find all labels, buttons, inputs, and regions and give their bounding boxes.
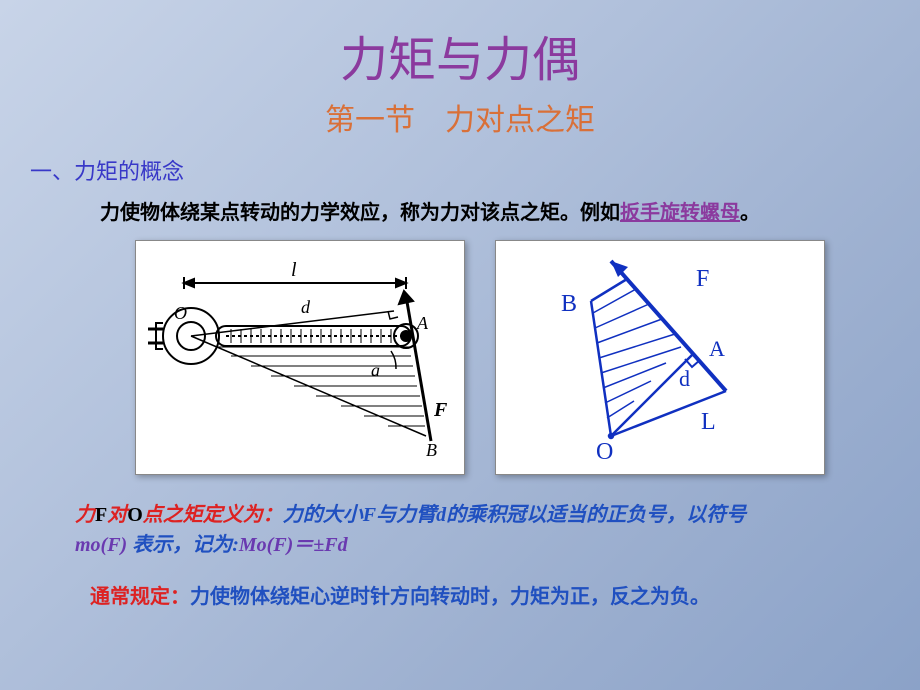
def-t2: 对 — [107, 504, 127, 526]
label-F-right: F — [696, 266, 709, 292]
def-formula: Mo(F)＝±Fd — [239, 534, 348, 556]
def-t6: 的乘积冠以适当的正负号，以符号 — [446, 504, 746, 526]
label-B: B — [426, 440, 437, 460]
label-A: A — [416, 313, 429, 333]
label-a: a — [371, 360, 380, 380]
def-colon: : — [232, 534, 239, 556]
intro-suffix: 。 — [740, 202, 760, 224]
wrench-diagram: l O d A a F B — [135, 240, 465, 475]
def-F1: F — [95, 504, 107, 526]
def-d: d — [436, 504, 446, 526]
example-link[interactable]: 扳手旋转螺母 — [620, 202, 740, 224]
label-O: O — [174, 303, 187, 323]
def-F2: F — [363, 504, 376, 526]
diagrams-container: l O d A a F B — [0, 225, 920, 475]
label-F: F — [433, 399, 448, 421]
def-t3: 点之矩定义为： — [143, 504, 283, 526]
label-O-right: O — [596, 439, 613, 465]
def-t7: 表示，记为 — [127, 534, 232, 556]
convention-label: 通常规定： — [90, 586, 190, 608]
label-d: d — [301, 297, 311, 317]
convention-paragraph: 通常规定：力使物体绕矩心逆时针方向转动时，力矩为正，反之为负。 — [0, 560, 920, 609]
section-heading: 一、力矩的概念 — [0, 139, 920, 186]
triangle-diagram: B F A d O L — [495, 240, 825, 475]
convention-body: 力使物体绕矩心逆时针方向转动时，力矩为正，反之为负。 — [190, 586, 710, 608]
def-moF: mo(F) — [75, 534, 127, 556]
label-d-right: d — [679, 366, 690, 391]
definition-paragraph: 力F对O点之矩定义为：力的大小F与力臂d的乘积冠以适当的正负号，以符号 mo(F… — [0, 475, 920, 560]
intro-prefix: 力使物体绕某点转动的力学效应，称为力对该点之矩。例如 — [100, 202, 620, 224]
intro-paragraph: 力使物体绕某点转动的力学效应，称为力对该点之矩。例如扳手旋转螺母。 — [0, 186, 920, 225]
label-A-right: A — [709, 336, 725, 361]
label-B-right: B — [561, 291, 577, 317]
def-O: O — [127, 504, 143, 526]
label-L-right: L — [701, 409, 716, 435]
page-subtitle: 第一节 力对点之矩 — [0, 90, 920, 139]
def-t4: 力的大小 — [283, 504, 363, 526]
label-l: l — [291, 259, 297, 281]
def-t1: 力 — [75, 504, 95, 526]
page-title: 力矩与力偶 — [0, 0, 920, 90]
def-t5: 与力臂 — [376, 504, 436, 526]
